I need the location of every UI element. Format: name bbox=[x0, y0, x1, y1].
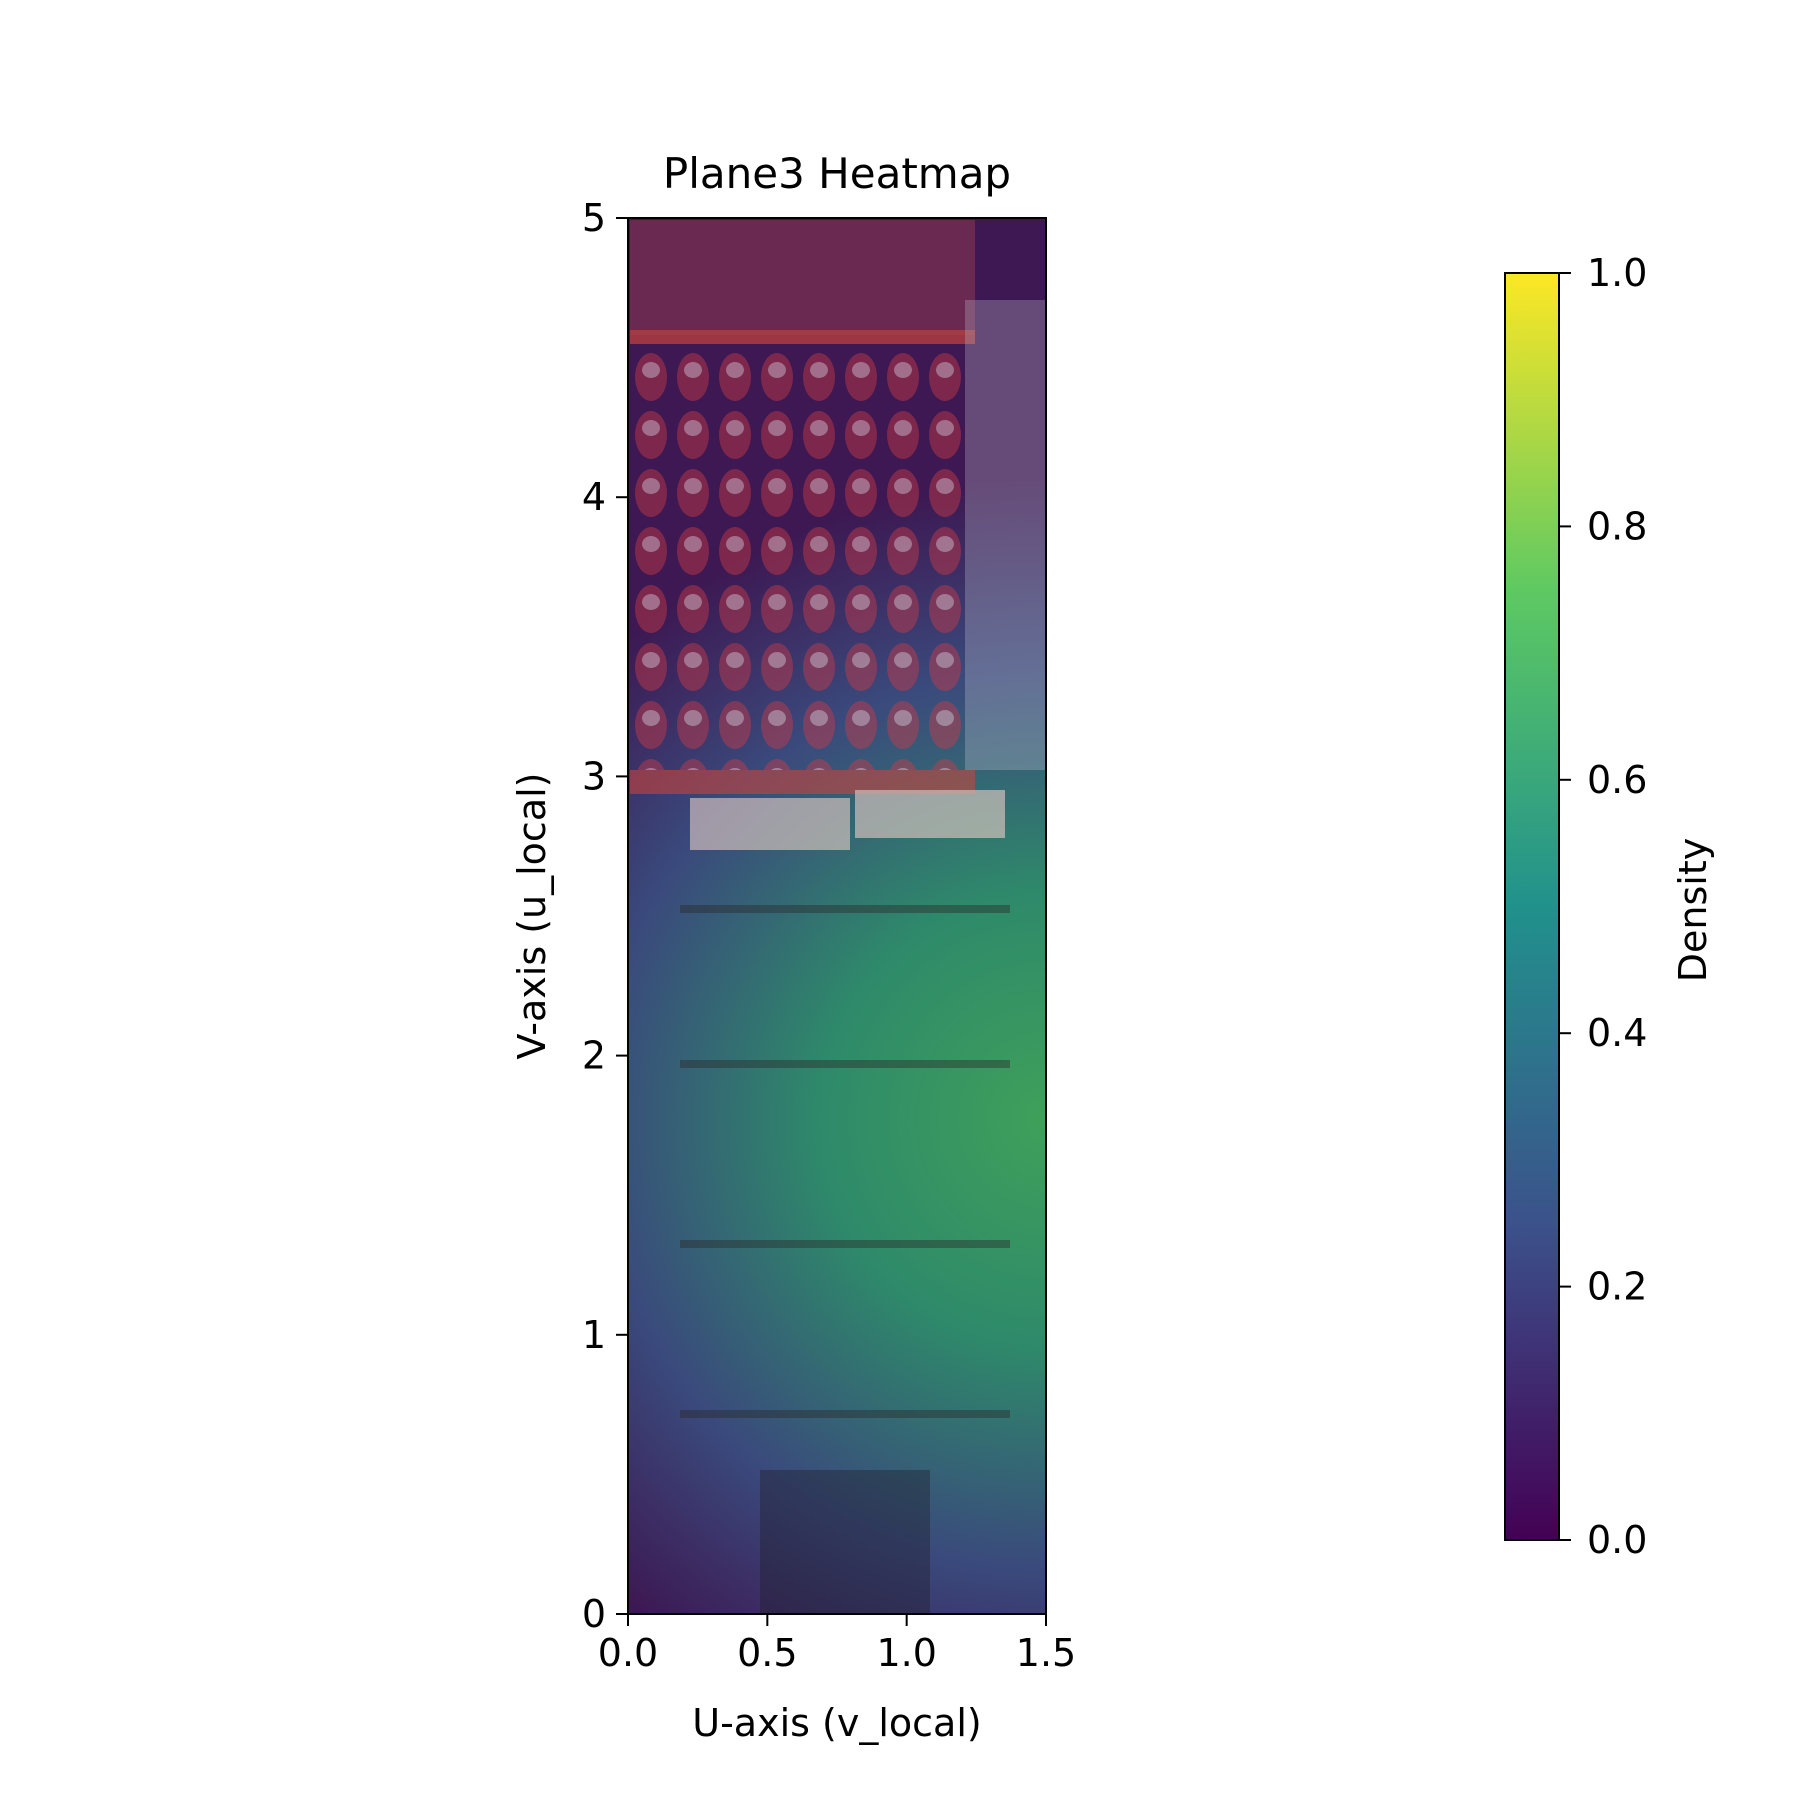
y-tick-label: 5 bbox=[582, 196, 606, 240]
y-axis: 0 1 2 3 4 5 bbox=[582, 196, 628, 1636]
y-axis-label: V-axis (u_local) bbox=[510, 773, 554, 1060]
colorbar bbox=[1504, 272, 1560, 1541]
colorbar-tick-label: 0.0 bbox=[1587, 1518, 1647, 1562]
y-tick-label: 2 bbox=[582, 1034, 606, 1078]
x-tick-label: 1.5 bbox=[1016, 1631, 1076, 1675]
chart-title: Plane3 Heatmap bbox=[663, 149, 1011, 198]
colorbar-tick-label: 0.2 bbox=[1587, 1265, 1647, 1309]
plot-area bbox=[628, 218, 1046, 1614]
plot-frame bbox=[627, 217, 1047, 1615]
colorbar-tick-label: 0.8 bbox=[1587, 504, 1647, 548]
colorbar-tick-label: 1.0 bbox=[1587, 251, 1647, 295]
x-axis: 0.0 0.5 1.0 1.5 bbox=[598, 1614, 1076, 1675]
x-tick-label: 0.5 bbox=[737, 1631, 797, 1675]
colorbar-tick-label: 0.6 bbox=[1587, 758, 1647, 802]
y-tick-label: 4 bbox=[582, 475, 606, 519]
x-tick-label: 0.0 bbox=[598, 1631, 658, 1675]
y-tick-label: 3 bbox=[582, 754, 606, 798]
colorbar-tick-label: 0.4 bbox=[1587, 1011, 1647, 1055]
y-tick-label: 1 bbox=[582, 1313, 606, 1357]
x-axis-label: U-axis (v_local) bbox=[692, 1701, 981, 1745]
colorbar-axis: 0.0 0.2 0.4 0.6 0.8 1.0 bbox=[1559, 251, 1647, 1562]
x-tick-label: 1.0 bbox=[876, 1631, 936, 1675]
background-photo bbox=[630, 220, 1045, 1614]
colorbar-label: Density bbox=[1671, 838, 1715, 982]
y-tick-label: 0 bbox=[582, 1592, 606, 1636]
